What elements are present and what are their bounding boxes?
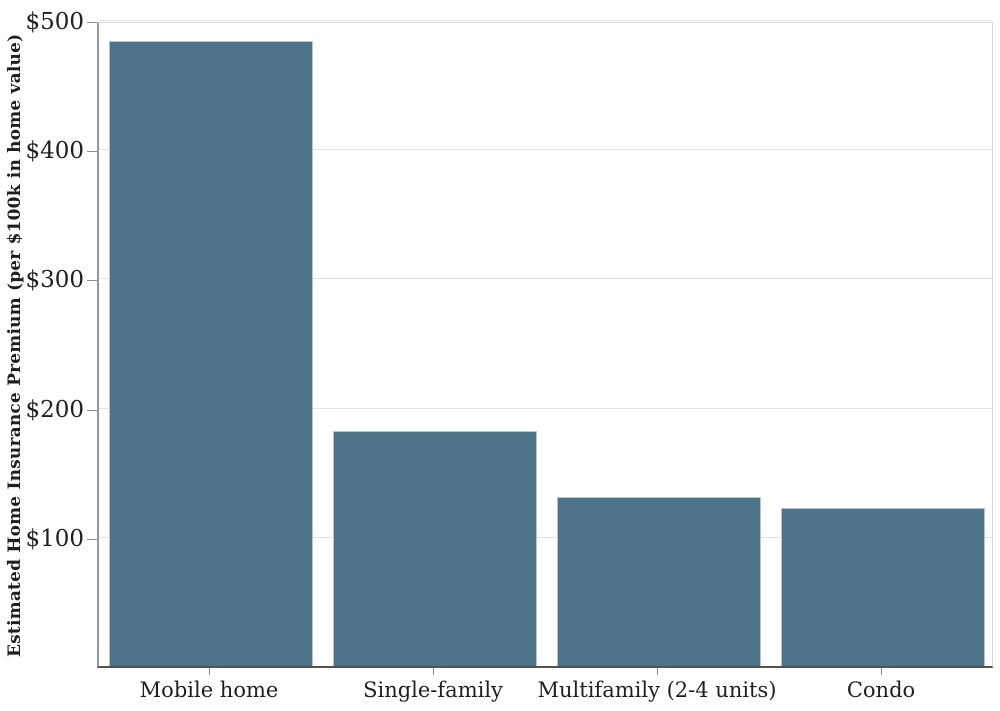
y-tick-label: $100 [25, 525, 84, 552]
x-category-label: Condo [846, 678, 916, 702]
x-category-label: Mobile home [139, 678, 279, 702]
x-tick-mark [881, 668, 882, 675]
gridline [99, 149, 992, 151]
y-tick-label: $500 [25, 9, 84, 35]
y-tick-mark [87, 22, 97, 23]
y-tick-label: $400 [25, 138, 84, 165]
x-category-label: Single-family [363, 678, 503, 702]
y-tick-mark [87, 280, 97, 282]
y-tick-label: $200 [25, 396, 84, 423]
x-category-label: Multifamily (2-4 units) [537, 678, 777, 702]
x-tick-mark [209, 668, 210, 675]
y-tick-mark [87, 151, 97, 153]
y-tick-mark [87, 538, 97, 540]
gridline [99, 536, 992, 538]
y-axis-title: Estimated Home Insurance Premium (per $1… [5, 33, 25, 657]
x-tick-mark [433, 668, 434, 675]
y-tick-label: $300 [25, 267, 84, 294]
plot-area [97, 20, 993, 668]
gridline [99, 278, 992, 280]
bar-multifamily-2-4-units- [557, 496, 761, 666]
bar-mobile-home [109, 40, 313, 666]
gridline [99, 20, 992, 21]
y-tick-mark [87, 409, 97, 411]
x-tick-mark [657, 668, 658, 675]
bar-single-family [333, 430, 537, 666]
bar-condo [781, 508, 985, 666]
gridline [99, 407, 992, 409]
